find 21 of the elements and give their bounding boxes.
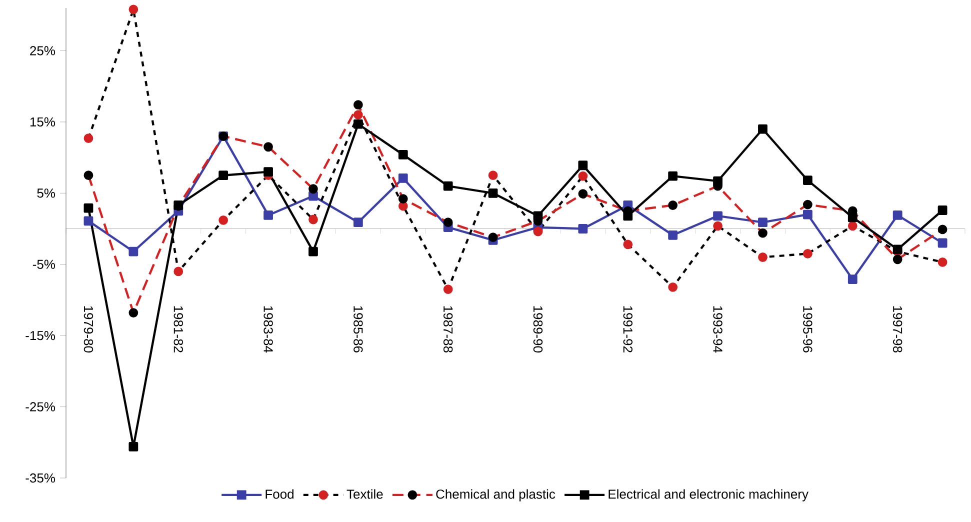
- y-tick-label: -15%: [26, 331, 55, 340]
- y-tick-label: 15%: [30, 117, 55, 127]
- y-tick-label: -35%: [26, 473, 55, 483]
- y-tick-label: -25%: [26, 402, 55, 412]
- x-tick-label: 1981-82: [174, 306, 183, 352]
- x-tick-label: 1997-98: [892, 306, 902, 352]
- y-tick-label: -5%: [32, 260, 55, 269]
- x-tick-label: 1989-90: [533, 306, 543, 352]
- x-tick-label: 1985-86: [354, 306, 363, 352]
- x-tick-label: 1987-88: [443, 306, 453, 352]
- y-tick-label: 25%: [30, 46, 55, 56]
- x-tick-label: 1995-96: [803, 306, 812, 352]
- legend-label: Food: [266, 489, 294, 499]
- legend-label: Electrical and electronic machinery: [608, 489, 808, 502]
- x-tick-label: 1993-94: [713, 306, 722, 353]
- y-tick-label: 5%: [37, 188, 55, 198]
- x-tick-label: 1991-92: [623, 306, 632, 352]
- legend-label: Textile: [346, 489, 383, 499]
- legend-label: Chemical and plastic: [436, 489, 556, 502]
- x-tick-label: 1983-84: [264, 306, 273, 353]
- x-tick-label: 1979-80: [84, 306, 94, 352]
